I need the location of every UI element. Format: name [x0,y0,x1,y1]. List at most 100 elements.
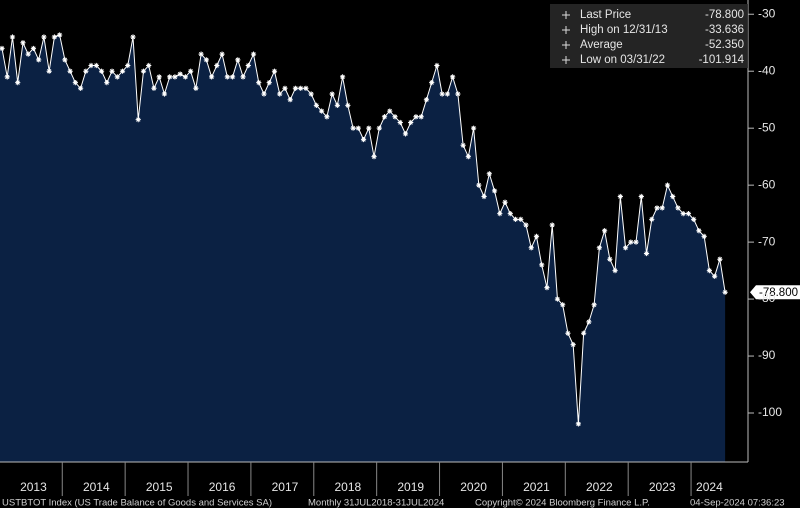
x-tick-label: 2018 [334,480,361,494]
point-marker [397,119,403,126]
point-marker [98,68,105,74]
point-marker [46,68,52,74]
footer-text: Copyright© 2024 Bloomberg Finance L.P. [475,498,650,508]
point-marker [575,421,581,427]
point-marker [119,68,126,74]
legend-box [550,4,748,68]
legend-name: Last Price [580,9,631,21]
x-tick-label: 2019 [397,480,424,494]
point-marker [188,68,194,74]
point-marker [376,125,382,131]
point-marker [209,74,215,80]
point-marker [565,330,571,336]
point-marker [659,205,665,211]
point-marker [423,97,430,103]
x-tick-label: 2022 [586,480,613,494]
point-marker [455,91,461,97]
legend-value: -52.350 [705,39,744,51]
point-marker [439,91,445,97]
point-marker [130,34,136,40]
x-tick-label: 2023 [649,480,676,494]
point-marker [392,114,398,120]
point-marker [156,74,162,80]
legend-value: -78.800 [705,9,744,21]
point-marker [696,228,702,234]
footer-text: USTBTOT Index (US Trade Balance of Goods… [2,498,272,508]
point-marker [486,171,492,177]
point-marker [51,34,57,40]
point-marker [36,57,42,63]
x-tick-label: 2015 [146,480,173,494]
point-marker [628,239,634,245]
y-tick-label: -80 [758,291,776,305]
point-marker [203,57,209,63]
point-marker [93,62,99,69]
point-marker [434,62,440,69]
point-marker [109,68,115,74]
point-marker [685,211,692,217]
point-marker [172,74,178,80]
point-marker [554,296,561,302]
point-marker [0,45,5,52]
point-marker [30,45,37,52]
point-marker [219,51,225,57]
point-marker [528,245,534,251]
point-marker [476,182,482,188]
point-marker [229,74,236,80]
point-marker [193,85,199,91]
point-marker [355,125,361,131]
x-tick-label: 2021 [523,480,550,494]
point-marker [722,289,728,295]
point-marker [691,216,697,222]
y-tick-label: -60 [758,177,776,191]
point-marker [345,102,351,108]
point-marker [334,102,340,108]
point-marker [460,142,466,148]
area [0,34,726,462]
point-marker [329,91,335,97]
point-marker [612,267,618,274]
point-marker [287,97,293,103]
point-marker [497,211,503,217]
point-marker [549,222,555,228]
point-marker [581,330,587,336]
point-marker [298,85,304,91]
legend-value: -33.636 [705,24,744,36]
point-marker [62,57,68,63]
point-marker [512,216,519,222]
point-marker [67,68,73,74]
point-marker [151,85,157,91]
point-marker [408,119,414,126]
point-marker [680,211,686,217]
point-marker [596,245,602,251]
point-marker [271,68,278,74]
point-marker [539,262,545,268]
point-marker [235,57,241,63]
point-marker [402,131,409,137]
point-marker [649,216,655,222]
point-marker [4,74,10,80]
legend: Last Price -78.800 High on 12/31/13 -33.636… [550,4,748,68]
point-marker [78,85,84,91]
y-tick-label: -90 [758,348,776,362]
point-marker [638,193,644,200]
point-marker [245,62,251,69]
point-marker [340,74,346,80]
legend-marker [562,56,570,64]
point-marker [224,74,230,80]
point-marker [444,91,450,97]
point-marker [507,211,513,217]
point-marker [104,80,110,86]
point-marker [591,302,597,308]
point-marker [670,193,676,200]
point-marker [303,85,309,91]
point-marker [633,239,639,245]
last-value-tag [750,285,800,300]
point-marker [491,188,498,194]
point-marker [450,74,456,80]
point-marker [25,51,31,57]
point-marker [544,285,550,291]
point-marker [643,250,650,257]
